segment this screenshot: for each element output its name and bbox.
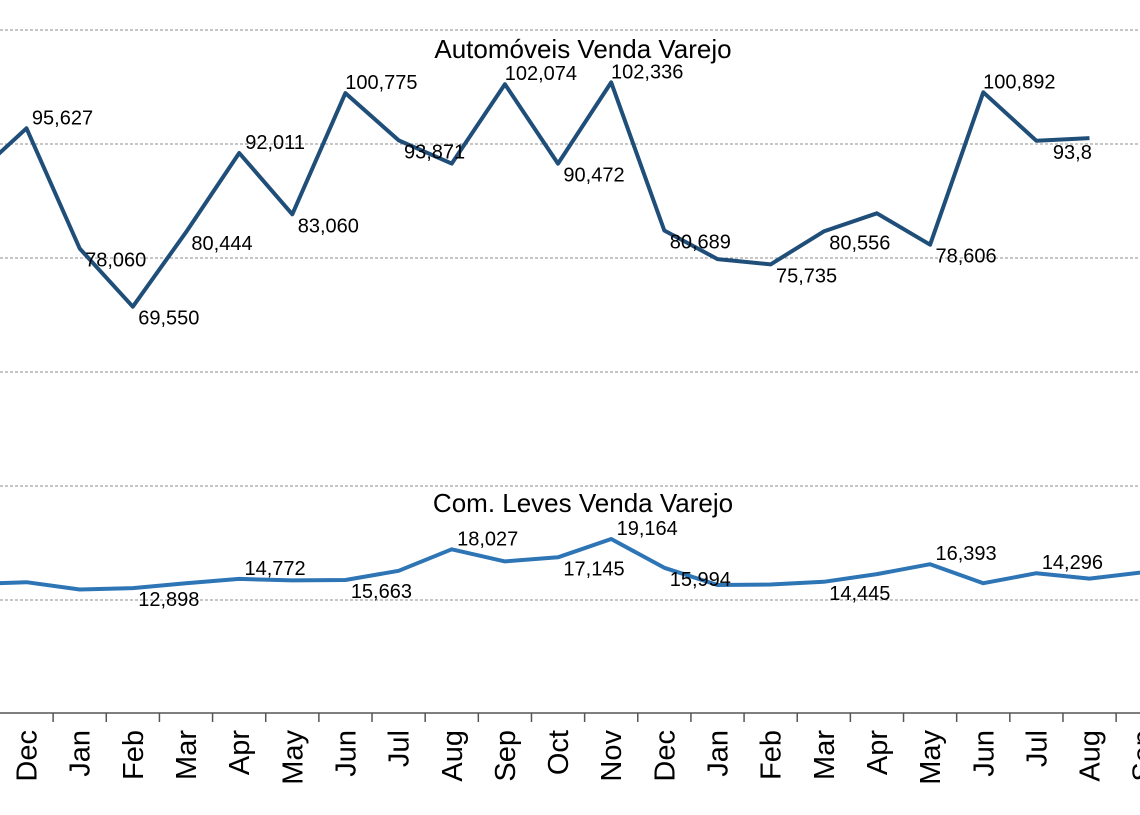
chart-title-com-leves: Com. Leves Venda Varejo [433,488,733,518]
data-label: 83,060 [298,215,359,237]
x-tick-label: Sep [1128,730,1140,782]
x-tick-label: Aug [1075,730,1107,782]
data-label: 14,296 [1042,552,1103,574]
x-tick-label: Jan [703,730,735,777]
x-tick-label: Oct [543,730,575,775]
x-tick-label: Nov [596,730,628,782]
data-label: 100,775 [345,72,417,94]
data-label: 16,393 [936,543,997,565]
x-tick-label: Apr [224,730,256,775]
x-tick-label: Feb [118,730,150,780]
data-label: 93,871 [404,141,465,163]
data-label: 69,550 [138,308,199,330]
x-tick-label: Jun [330,730,362,777]
x-axis-ticks [52,713,1117,722]
x-tick-label: Mar [809,730,841,780]
data-label: 78,606 [936,246,997,268]
data-label: 92,011 [245,132,305,154]
data-label: 95,627 [32,107,93,129]
x-axis-labels: Dec Jan Feb Mar Apr May Jun Jul Aug Sep Oct Nov Dec J… [12,730,1140,785]
x-tick-label: Dec [649,730,681,782]
data-label: 15,663 [351,581,412,603]
series-line [0,80,1090,309]
x-tick-label: Jul [1021,730,1053,767]
data-label: 12,898 [138,589,199,611]
x-tick-label: Jun [968,730,1000,777]
data-label: 80,689 [670,232,731,254]
data-label: 14,445 [829,583,890,605]
series-line [0,537,1140,592]
data-label: 14,772 [245,558,306,580]
x-tick-label: Jul [384,730,416,767]
data-label: 18,027 [457,528,518,550]
data-label: 19,164 [617,518,678,540]
data-label: 75,735 [776,265,837,287]
series-lines [0,80,1140,592]
x-tick-label: Apr [862,730,894,775]
x-tick-label: Feb [756,730,788,780]
data-label: 78,060 [85,250,146,272]
gridlines [0,29,1140,601]
data-label: 102,074 [505,63,577,85]
x-tick-label: Jan [65,730,97,777]
data-label: 100,892 [983,71,1055,93]
x-tick-label: May [915,730,947,785]
x-tick-label: Aug [437,730,469,782]
data-labels: 95,627 78,060 69,550 80,444 92,011 83,060 100,… [32,61,1103,611]
x-tick-label: Sep [490,730,522,782]
data-label: 15,994 [670,569,731,591]
x-tick-label: May [277,730,309,785]
x-tick-label: Mar [171,730,203,780]
data-label: 93,8 [1053,142,1092,164]
chart-title-automoveis: Automóveis Venda Varejo [434,34,731,64]
x-tick-label: Dec [12,730,44,782]
data-label: 80,444 [191,233,252,255]
data-label: 17,145 [563,558,624,580]
data-label: 102,336 [611,61,683,83]
data-label: 80,556 [829,232,890,254]
data-label: 90,472 [563,165,624,187]
